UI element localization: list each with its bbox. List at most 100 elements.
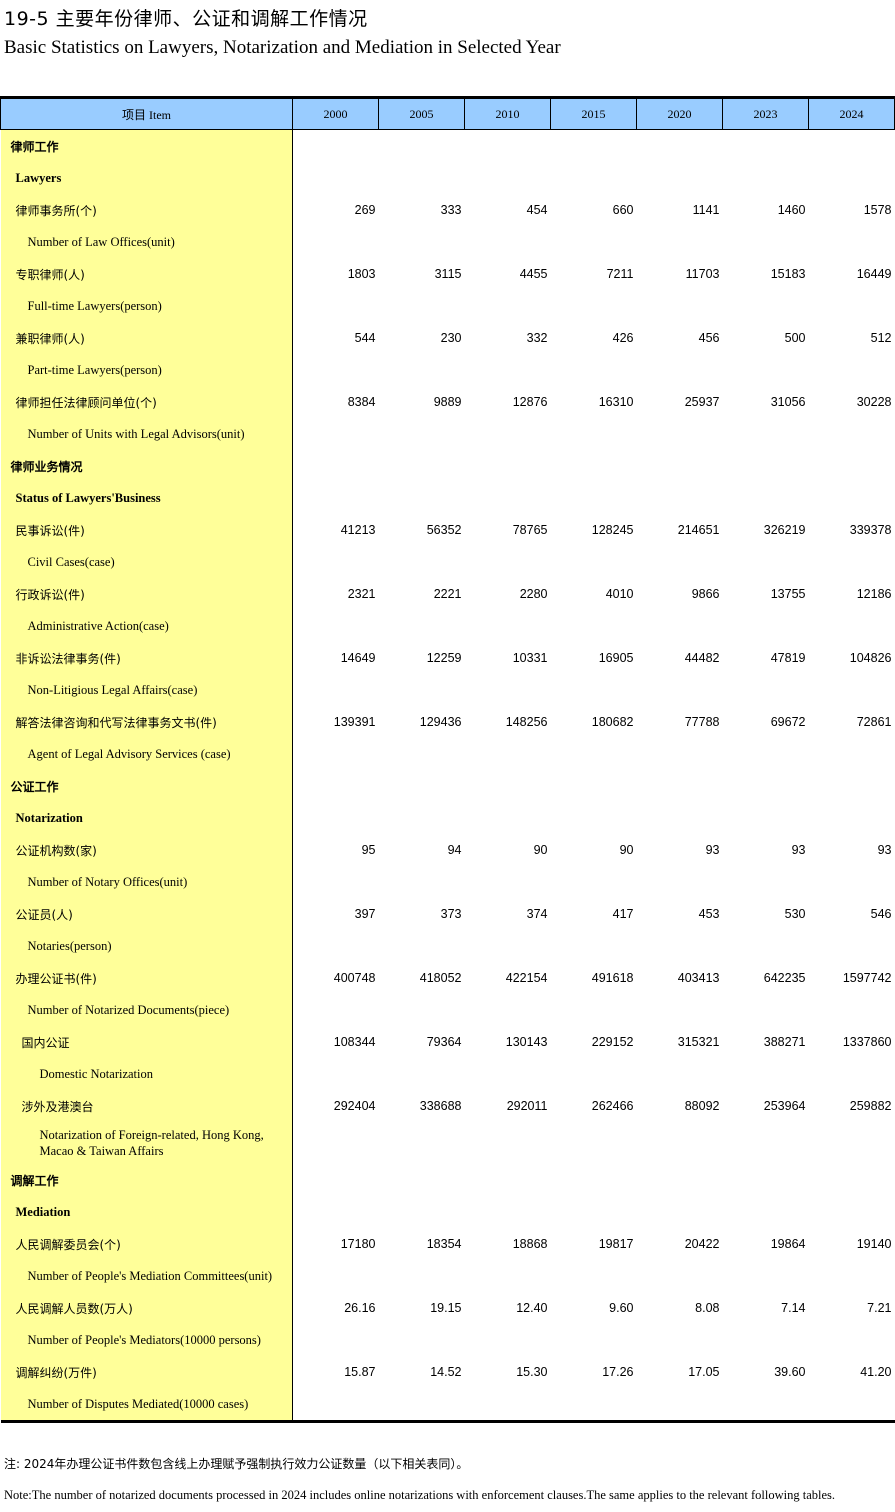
cell-value	[465, 802, 551, 834]
table-row: Agent of Legal Advisory Services (case)	[0, 738, 895, 770]
cell-value	[551, 738, 637, 770]
cell-value	[551, 354, 637, 386]
cell-value	[809, 418, 895, 450]
cell-value: 15.30	[516, 1365, 548, 1379]
cell-value: 7.14	[781, 1301, 806, 1315]
cell-value: 9889	[433, 395, 462, 409]
cell-value: 230	[440, 331, 462, 345]
cell-value: 7211	[606, 267, 634, 281]
cell-value	[637, 802, 723, 834]
cell-value	[809, 1164, 895, 1196]
row-label: Agent of Legal Advisory Services (case)	[0, 738, 293, 770]
table-row: Part-time Lawyers(person)	[0, 354, 895, 386]
cell-value: 44482	[684, 651, 720, 665]
cell-value	[723, 354, 809, 386]
cell-value	[551, 1260, 637, 1292]
cell-value	[465, 866, 551, 898]
header-year: 2005	[378, 96, 465, 130]
cell-value: 2221	[433, 587, 462, 601]
cell-value	[809, 866, 895, 898]
cell-value	[637, 450, 723, 482]
cell-value: 1141	[692, 203, 720, 217]
note-cn: 注: 2024年办理公证书件数包含线上办理赋予强制执行效力公证数量（以下相关表同…	[4, 1457, 469, 1471]
cell-value	[809, 738, 895, 770]
cell-value	[637, 130, 723, 163]
table-row: 调解工作	[0, 1164, 895, 1196]
cell-value	[465, 450, 551, 482]
header-year: 2015	[550, 96, 637, 130]
cell-value	[465, 1324, 551, 1356]
cell-value: 400748	[333, 971, 376, 985]
cell-value	[379, 930, 465, 962]
table-row: 兼职律师(人) 544 230 332 426 456 500 512	[0, 322, 895, 354]
cell-value	[379, 1164, 465, 1196]
row-label: 办理公证书(件)	[0, 962, 293, 994]
cell-value: 93	[877, 843, 892, 857]
cell-value	[723, 226, 809, 258]
table-row: 民事诉讼(件) 41213 56352 78765 128245 214651 326219…	[0, 514, 895, 546]
cell-value: 31056	[770, 395, 806, 409]
table-row: Status of Lawyers'Business	[0, 482, 895, 514]
cell-value: 1460	[777, 203, 806, 217]
cell-value: 148256	[505, 715, 548, 729]
row-label: 律师工作	[0, 129, 293, 162]
cell-value	[293, 546, 379, 578]
cell-value	[293, 802, 379, 834]
header-year: 2000	[292, 96, 379, 130]
row-label: Full-time Lawyers(person)	[0, 290, 293, 322]
cell-value	[637, 674, 723, 706]
cell-value	[809, 354, 895, 386]
cell-value	[379, 802, 465, 834]
cell-value	[809, 482, 895, 514]
cell-value	[293, 162, 379, 194]
cell-value: 338688	[419, 1099, 462, 1113]
cell-value: 19.15	[430, 1301, 462, 1315]
cell-value: 339378	[849, 523, 892, 537]
cell-value	[723, 930, 809, 962]
cell-value	[379, 1260, 465, 1292]
table-row: Number of Notarized Documents(piece)	[0, 994, 895, 1026]
cell-value	[293, 1324, 379, 1356]
cell-value	[637, 418, 723, 450]
row-label: 行政诉讼(件)	[0, 578, 293, 610]
cell-value	[809, 1122, 895, 1164]
table-row: Number of Disputes Mediated(10000 cases)	[0, 1388, 895, 1423]
cell-value: 454	[526, 203, 548, 217]
cell-value	[465, 130, 551, 163]
cell-value	[551, 418, 637, 450]
table-row: Number of People's Mediation Committees(…	[0, 1260, 895, 1292]
cell-value	[551, 1122, 637, 1164]
cell-value: 18354	[426, 1237, 462, 1251]
cell-value	[723, 546, 809, 578]
row-label: Mediation	[0, 1196, 293, 1228]
cell-value	[723, 770, 809, 802]
cell-value: 16905	[598, 651, 634, 665]
cell-value: 20422	[684, 1237, 720, 1251]
cell-value: 500	[784, 331, 806, 345]
cell-value: 41213	[340, 523, 376, 537]
cell-value	[379, 738, 465, 770]
cell-value	[550, 1388, 637, 1423]
cell-value	[551, 546, 637, 578]
cell-value	[551, 994, 637, 1026]
cell-value: 388271	[763, 1035, 806, 1049]
cell-value: 30228	[856, 395, 892, 409]
table-row: Lawyers	[0, 162, 895, 194]
cell-value	[551, 770, 637, 802]
cell-value: 214651	[677, 523, 720, 537]
table-row: Mediation	[0, 1196, 895, 1228]
cell-value	[809, 802, 895, 834]
table-row: 律师事务所(个) 269 333 454 660 1141 1460 1578	[0, 194, 895, 226]
cell-value	[293, 130, 379, 163]
table-row: 公证机构数(家) 95 94 90 90 93 93 93	[0, 834, 895, 866]
cell-value: 2321	[347, 587, 376, 601]
cell-value: 253964	[763, 1099, 806, 1113]
cell-value	[723, 162, 809, 194]
cell-value: 41.20	[860, 1365, 892, 1379]
header-year: 2023	[722, 96, 809, 130]
cell-value	[723, 1260, 809, 1292]
row-label: 调解工作	[0, 1164, 293, 1196]
cell-value: 94	[447, 843, 462, 857]
cell-value	[723, 802, 809, 834]
cell-value: 139391	[333, 715, 376, 729]
